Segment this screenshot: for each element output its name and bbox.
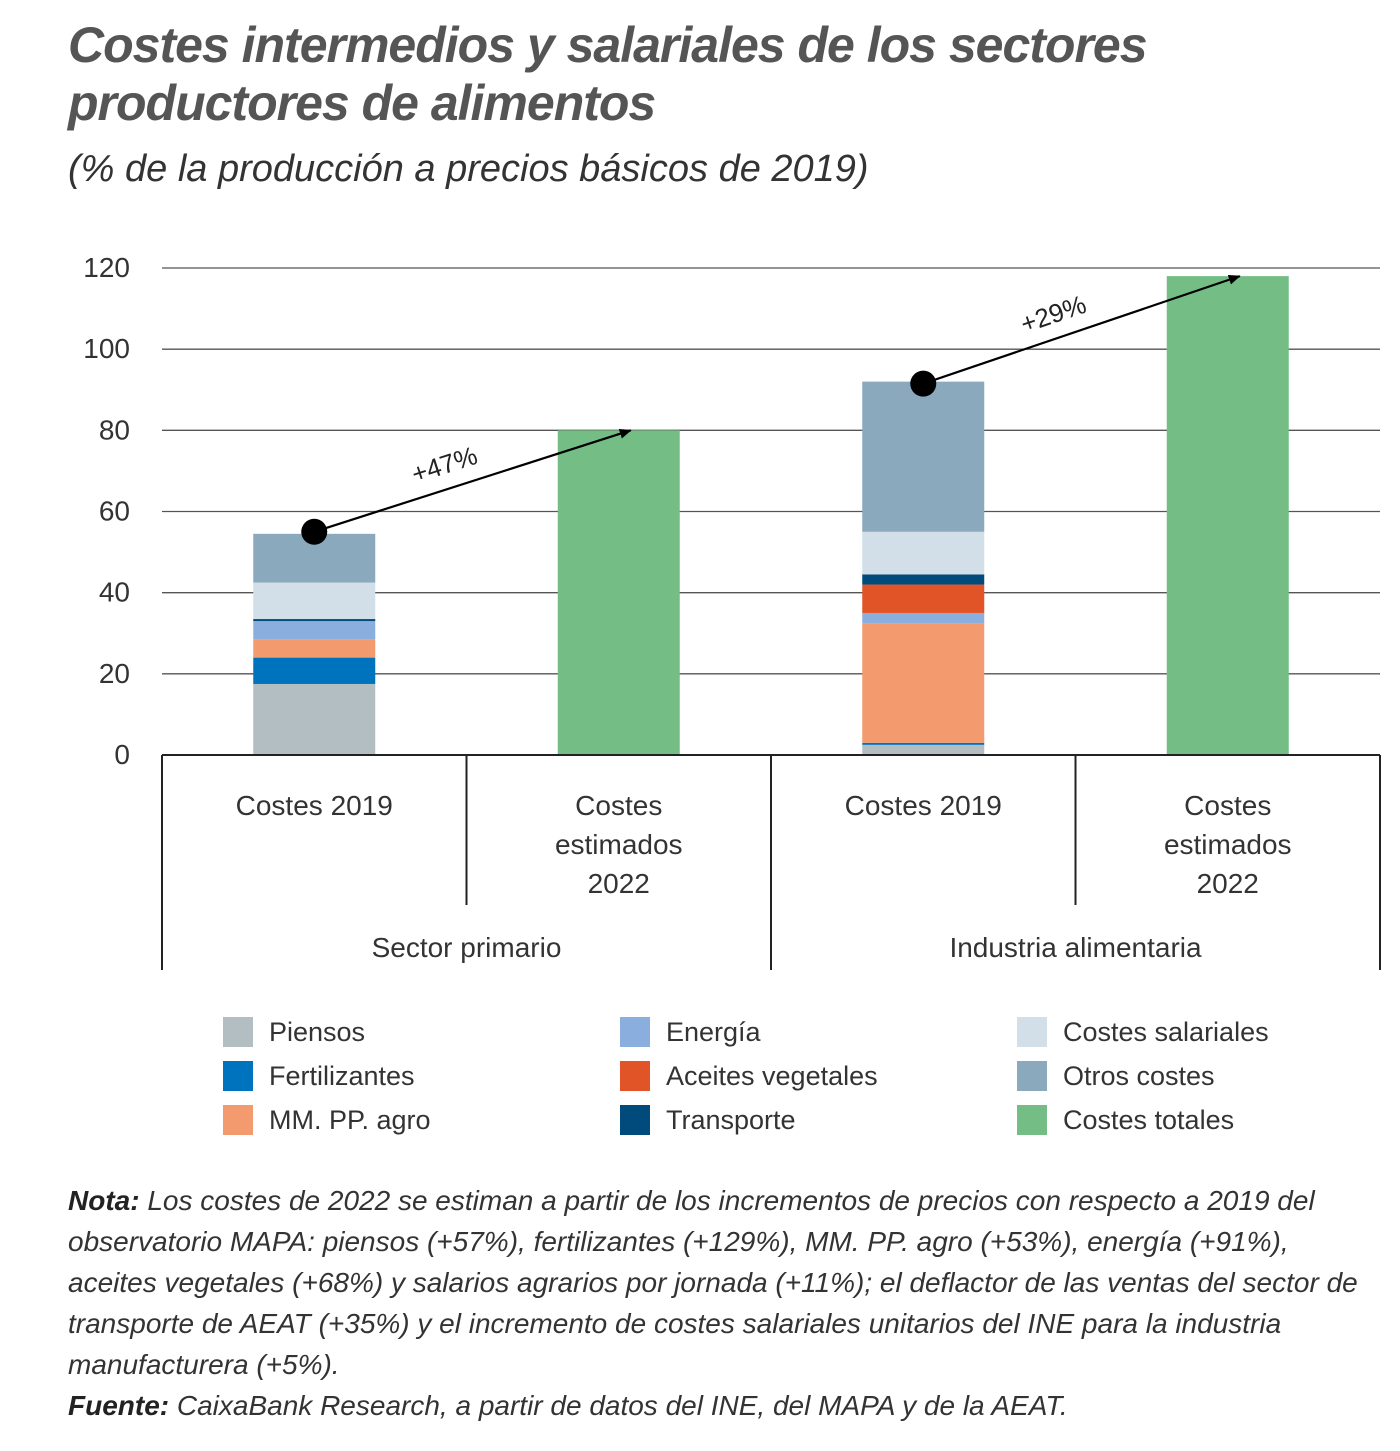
x-group-label: Industria alimentaria <box>949 932 1202 963</box>
y-tick-label: 40 <box>99 577 130 608</box>
chart-title: Costes intermedios y salariales de los s… <box>68 17 1148 131</box>
bar-segment-energ-a <box>253 621 376 640</box>
legend-item: Energía <box>620 1016 761 1048</box>
bar-segment-costes-totales <box>557 430 680 755</box>
legend-item: MM. PP. agro <box>223 1104 431 1136</box>
bar-segment-fertilizantes <box>253 657 376 684</box>
legend-label: Energía <box>666 1016 761 1047</box>
note-label: Nota: <box>68 1185 140 1216</box>
note-text: Los costes de 2022 se estiman a partir d… <box>68 1185 1358 1380</box>
legend-item: Costes totales <box>1017 1104 1234 1136</box>
growth-arrow-start-dot <box>301 518 328 545</box>
y-tick-label: 100 <box>83 333 130 364</box>
growth-arrow <box>922 274 1241 385</box>
legend-swatch <box>620 1061 650 1091</box>
legend-label: Piensos <box>269 1016 366 1047</box>
legend-label: MM. PP. agro <box>269 1104 431 1135</box>
legend-label: Aceites vegetales <box>666 1060 878 1091</box>
bar-segment-costes-salariales <box>253 582 376 620</box>
bar-segment-transporte <box>253 619 376 622</box>
bar-segment-piensos <box>862 744 985 755</box>
x-category-label: 2022 <box>1197 868 1259 899</box>
bar-segment-otros-costes <box>862 381 985 532</box>
chart-notes: Nota: Los costes de 2022 se estiman a pa… <box>68 1180 1378 1426</box>
bar-segment-piensos <box>253 683 376 755</box>
stacked-bar-chart: 0 20 40 60 80 100 120 Costes 2019 Costes estimado… <box>83 252 1381 970</box>
legend-label: Otros costes <box>1063 1060 1215 1091</box>
source-paragraph: Fuente: CaixaBank Research, a partir de … <box>68 1385 1378 1426</box>
bar-segment-mm-pp-agro <box>253 639 376 658</box>
x-category-label: estimados <box>1164 829 1292 860</box>
growth-arrow-start-dot <box>910 370 937 397</box>
legend-swatch <box>1017 1061 1047 1091</box>
x-category-label: Costes 2019 <box>236 790 393 821</box>
bar-segment-mm-pp-agro <box>862 623 985 743</box>
legend-swatch <box>1017 1105 1047 1135</box>
legend-item: Transporte <box>620 1104 796 1136</box>
legend-label: Transporte <box>666 1104 796 1135</box>
bar-segment-fertilizantes <box>862 742 985 745</box>
legend-item: Piensos <box>223 1016 365 1048</box>
source-label: Fuente: <box>68 1390 170 1421</box>
y-tick-label: 20 <box>99 658 130 689</box>
legend-swatch <box>620 1105 650 1135</box>
x-category-label: Costes 2019 <box>845 790 1002 821</box>
legend-label: Costes totales <box>1063 1104 1235 1135</box>
legend-item: Aceites vegetales <box>620 1060 878 1092</box>
bar-segment-transporte <box>862 574 985 585</box>
growth-arrow <box>313 428 632 533</box>
legend-swatch <box>620 1017 650 1047</box>
y-tick-label: 60 <box>99 496 130 527</box>
legend-item: Costes salariales <box>1017 1016 1269 1048</box>
x-category-label: Costes <box>575 790 662 821</box>
x-category-label: estimados <box>555 829 683 860</box>
x-category-label: 2022 <box>588 868 650 899</box>
legend-item: Otros costes <box>1017 1060 1215 1092</box>
legend-swatch <box>223 1061 253 1091</box>
x-category-label: Costes <box>1184 790 1271 821</box>
chart-subtitle: (% de la producción a precios básicos de… <box>68 148 869 190</box>
bar-segment-costes-totales <box>1166 276 1289 755</box>
y-tick-label: 120 <box>83 252 130 283</box>
bar-segment-energ-a <box>862 612 985 624</box>
bar-segment-costes-salariales <box>862 531 985 575</box>
note-paragraph: Nota: Los costes de 2022 se estiman a pa… <box>68 1180 1378 1385</box>
y-tick-label: 80 <box>99 414 130 445</box>
source-text: CaixaBank Research, a partir de datos de… <box>169 1390 1068 1421</box>
legend-swatch <box>223 1105 253 1135</box>
legend-label: Costes salariales <box>1063 1016 1269 1047</box>
legend-item: Fertilizantes <box>223 1060 415 1092</box>
bar-segment-aceites-vegetales <box>862 584 985 613</box>
legend-swatch <box>223 1017 253 1047</box>
y-tick-label: 0 <box>114 739 130 770</box>
x-group-label: Sector primario <box>372 932 562 963</box>
legend-swatch <box>1017 1017 1047 1047</box>
legend-label: Fertilizantes <box>269 1060 415 1091</box>
